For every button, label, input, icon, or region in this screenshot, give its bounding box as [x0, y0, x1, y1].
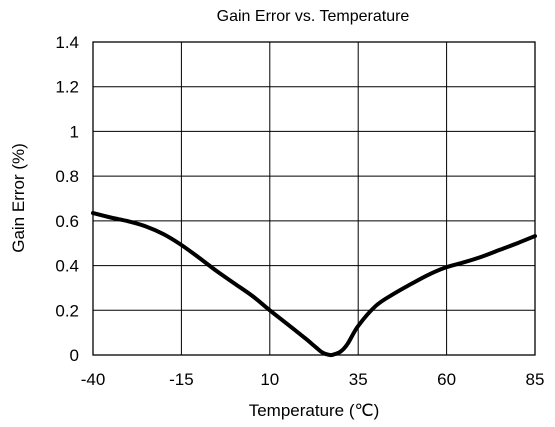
y-tick-label: 1.4 [55, 33, 79, 52]
x-tick-label: -15 [169, 370, 194, 389]
x-tick-label: 85 [526, 370, 545, 389]
y-tick-label: 0.4 [55, 257, 79, 276]
y-tick-label: 0.8 [55, 167, 79, 186]
y-axis-label: Gain Error (%) [9, 143, 28, 253]
x-tick-label: -40 [81, 370, 106, 389]
y-tick-label: 1.2 [55, 78, 79, 97]
x-tick-label: 60 [437, 370, 456, 389]
y-tick-label: 0.6 [55, 212, 79, 231]
y-tick-labels: 0 0.2 0.4 0.6 0.8 1 1.2 1.4 [55, 33, 79, 365]
y-tick-label: 1 [70, 122, 79, 141]
plot-frame [92, 41, 536, 356]
grid [92, 41, 536, 356]
y-tick-label: 0.2 [55, 301, 79, 320]
chart-title: Gain Error vs. Temperature [217, 8, 410, 25]
x-tick-label: 35 [349, 370, 368, 389]
y-tick-label: 0 [70, 346, 79, 365]
x-tick-label: 10 [260, 370, 279, 389]
series-group [91, 211, 537, 358]
series-line-0 [91, 211, 537, 358]
x-tick-labels: -40 -15 10 35 60 85 [81, 370, 545, 389]
x-axis-label: Temperature (℃) [249, 401, 380, 420]
